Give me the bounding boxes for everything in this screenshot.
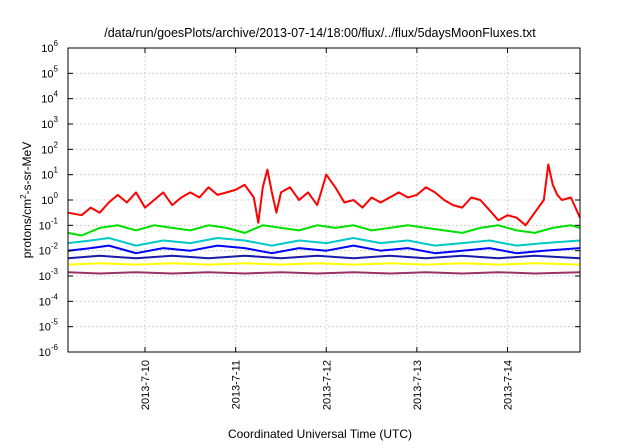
y-tick-label: 103 [41, 115, 58, 131]
y-tick-exponent: -6 [51, 343, 59, 352]
y-tick-label: 105 [41, 64, 58, 80]
y-tick-label: 10-2 [39, 242, 59, 258]
y-tick-base: 10 [41, 94, 53, 106]
y-tick-label: 100 [41, 191, 58, 207]
y-tick-base: 10 [39, 322, 51, 334]
y-axis-label-sup: 2 [19, 194, 28, 199]
y-tick-exponent: 1 [54, 166, 59, 175]
y-tick-exponent: 0 [54, 191, 59, 200]
y-tick-exponent: 5 [54, 64, 59, 73]
y-tick-exponent: 3 [54, 115, 59, 124]
y-tick-label: 101 [41, 166, 58, 182]
y-tick-base: 10 [39, 296, 51, 308]
plot-frame [67, 47, 581, 353]
series-line-4 [67, 244, 581, 255]
y-tick-exponent: -3 [51, 267, 59, 276]
grid [68, 48, 580, 352]
x-axis-ticks: 2013-7-10 2013-7-11 2013-7-12 2013-7-13 2013… [140, 48, 515, 410]
y-tick-base: 10 [39, 246, 51, 258]
y-tick-base: 10 [41, 195, 53, 207]
x-tick-label: 2013-7-13 [412, 360, 424, 410]
y-tick-exponent: -5 [51, 318, 59, 327]
series-line-1 [67, 163, 581, 227]
series-line-7 [67, 271, 581, 275]
y-tick-base: 10 [41, 68, 53, 80]
y-tick-label: 104 [41, 90, 58, 106]
y-tick-base: 10 [39, 220, 51, 232]
x-tick-label: 2013-7-12 [321, 360, 333, 410]
y-tick-label: 10-5 [39, 318, 59, 334]
y-tick-base: 10 [39, 347, 51, 359]
y-tick-exponent: 2 [54, 140, 59, 149]
y-tick-base: 10 [41, 170, 53, 182]
y-tick-base: 10 [41, 43, 53, 55]
x-tick-label: 2013-7-10 [140, 360, 152, 410]
series-line-3 [67, 237, 581, 247]
y-tick-base: 10 [41, 119, 53, 131]
y-tick-base: 10 [41, 144, 53, 156]
series-line-6 [67, 262, 581, 266]
y-tick-base: 10 [39, 271, 51, 283]
y-tick-label: 10-6 [39, 343, 59, 359]
y-axis-label-tail: -s-sr-MeV [20, 142, 34, 195]
y-axis-label-base: protons/cm [20, 199, 34, 258]
y-tick-exponent: -2 [51, 242, 59, 251]
series-layer [67, 163, 581, 275]
chart-title: /data/run/goesPlots/archive/2013-07-14/1… [104, 26, 536, 40]
x-axis-label: Coordinated Universal Time (UTC) [228, 427, 412, 441]
y-tick-label: 10-3 [39, 267, 59, 283]
y-axis-ticks: 10-610-510-410-310-210-11001011021031041… [39, 39, 580, 359]
y-tick-exponent: 6 [54, 39, 59, 48]
series-line-5 [67, 254, 581, 260]
y-tick-label: 10-1 [39, 216, 59, 232]
x-tick-label: 2013-7-11 [231, 360, 243, 409]
y-tick-label: 102 [41, 140, 58, 156]
y-tick-exponent: -1 [51, 216, 59, 225]
y-tick-exponent: -4 [51, 292, 59, 301]
y-axis-label: protons/cm2-s-sr-MeV [19, 142, 34, 258]
y-tick-label: 10-4 [39, 292, 59, 308]
x-tick-label: 2013-7-14 [503, 360, 515, 410]
y-tick-label: 106 [41, 39, 58, 55]
y-tick-exponent: 4 [54, 90, 59, 99]
series-line-2 [67, 224, 581, 237]
